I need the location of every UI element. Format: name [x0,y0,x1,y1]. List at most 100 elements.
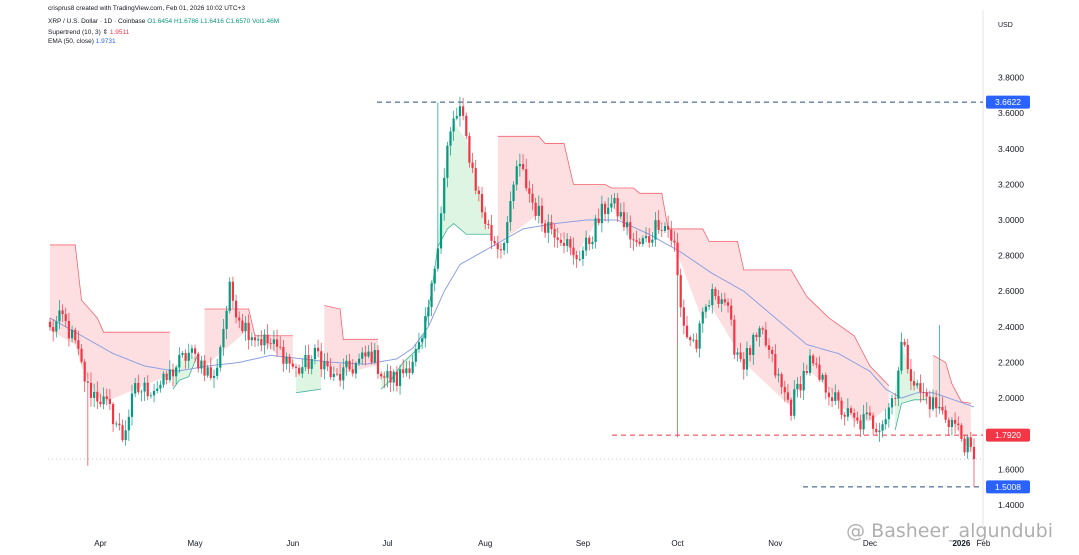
candle [569,236,572,256]
candle [944,405,947,423]
supertrend-arrow-icon: ⇕ [102,29,109,36]
candle-body [291,363,294,367]
candle-body [326,361,329,367]
candle [149,392,153,399]
candle [603,201,607,222]
candle [622,202,626,232]
candle-body [159,384,162,389]
candle [540,197,544,232]
candle [61,304,64,322]
candle [941,396,944,415]
candle-body [698,323,701,349]
candle-body [99,401,102,405]
candle-body [689,337,692,341]
candle-body [111,404,115,425]
candle-body [468,136,471,163]
candle-body [257,339,260,341]
candle-body [320,351,323,370]
candle-body [726,302,730,306]
candle-body [799,383,802,391]
ema-legend[interactable]: EMA (50, close) 1.9731 [48,38,116,45]
candle [430,280,433,317]
candle [260,330,263,352]
candle [711,283,714,314]
candle-body [496,243,499,250]
candle [137,374,140,395]
candle-body [894,398,897,399]
candle-body [96,391,99,402]
candle [805,364,808,375]
candle [219,344,222,372]
candle-body [52,327,55,332]
supertrend-legend[interactable]: Supertrend (10, 3) ⇕ 1.9511 [48,28,129,36]
candle [638,237,641,247]
candle [767,338,771,359]
candle-body [487,223,490,225]
candle [679,268,682,318]
candle [77,330,80,355]
candle [168,360,171,383]
candle [471,152,474,174]
candle-body [143,382,146,392]
candle-body [70,329,74,339]
candle-body [48,321,52,328]
candle-body [960,425,963,439]
candle-body [471,162,474,169]
candle-body [503,242,506,251]
candle-body [685,325,689,338]
candle-body [509,201,512,223]
candle [342,358,345,390]
candle [723,292,726,306]
candle-body [339,374,342,381]
candle [143,377,146,402]
candle [58,300,61,330]
candle-body [263,334,266,346]
candle [629,215,632,249]
candle-body [187,352,190,361]
candle [853,408,856,428]
candle-body [449,131,452,146]
candle-body [80,348,83,362]
candle [912,371,916,391]
candle-body [912,381,916,386]
y-tick-label: 2.8000 [998,251,1024,261]
candle [925,388,928,405]
candle [903,338,906,348]
candle [364,345,367,366]
candle-body [547,222,550,233]
candle [935,390,938,418]
candle-body [414,349,417,362]
candle [484,206,487,230]
ohlc-high: H1.6786 [173,18,199,25]
candle-body [944,410,947,420]
symbol-name: XRP / U.S. Dollar · 1D · Coinbase [48,18,146,25]
candle-body [663,226,667,231]
candle-body [83,361,86,382]
supertrend-line-8 [932,354,971,404]
candle-body [279,346,282,348]
candle-body [301,367,304,374]
candle [900,332,903,375]
candle [663,222,667,233]
candle [815,357,818,369]
candle-body [648,236,651,243]
candle [493,236,496,247]
supertrend-label: Supertrend (10, 3) [48,29,101,36]
candle-body [761,328,764,330]
candle [102,387,105,410]
candle [373,342,376,365]
candle [537,195,540,224]
candle [613,193,616,209]
candle [111,401,115,432]
candle-body [679,275,682,308]
candle [310,355,313,375]
y-tick-label: 3.8000 [998,73,1024,83]
candle [298,364,301,376]
candle-body [203,360,206,376]
candle-body [332,373,335,378]
candle [644,227,648,243]
candle [856,411,859,424]
candle-body [875,428,878,433]
candle-body [474,168,477,191]
